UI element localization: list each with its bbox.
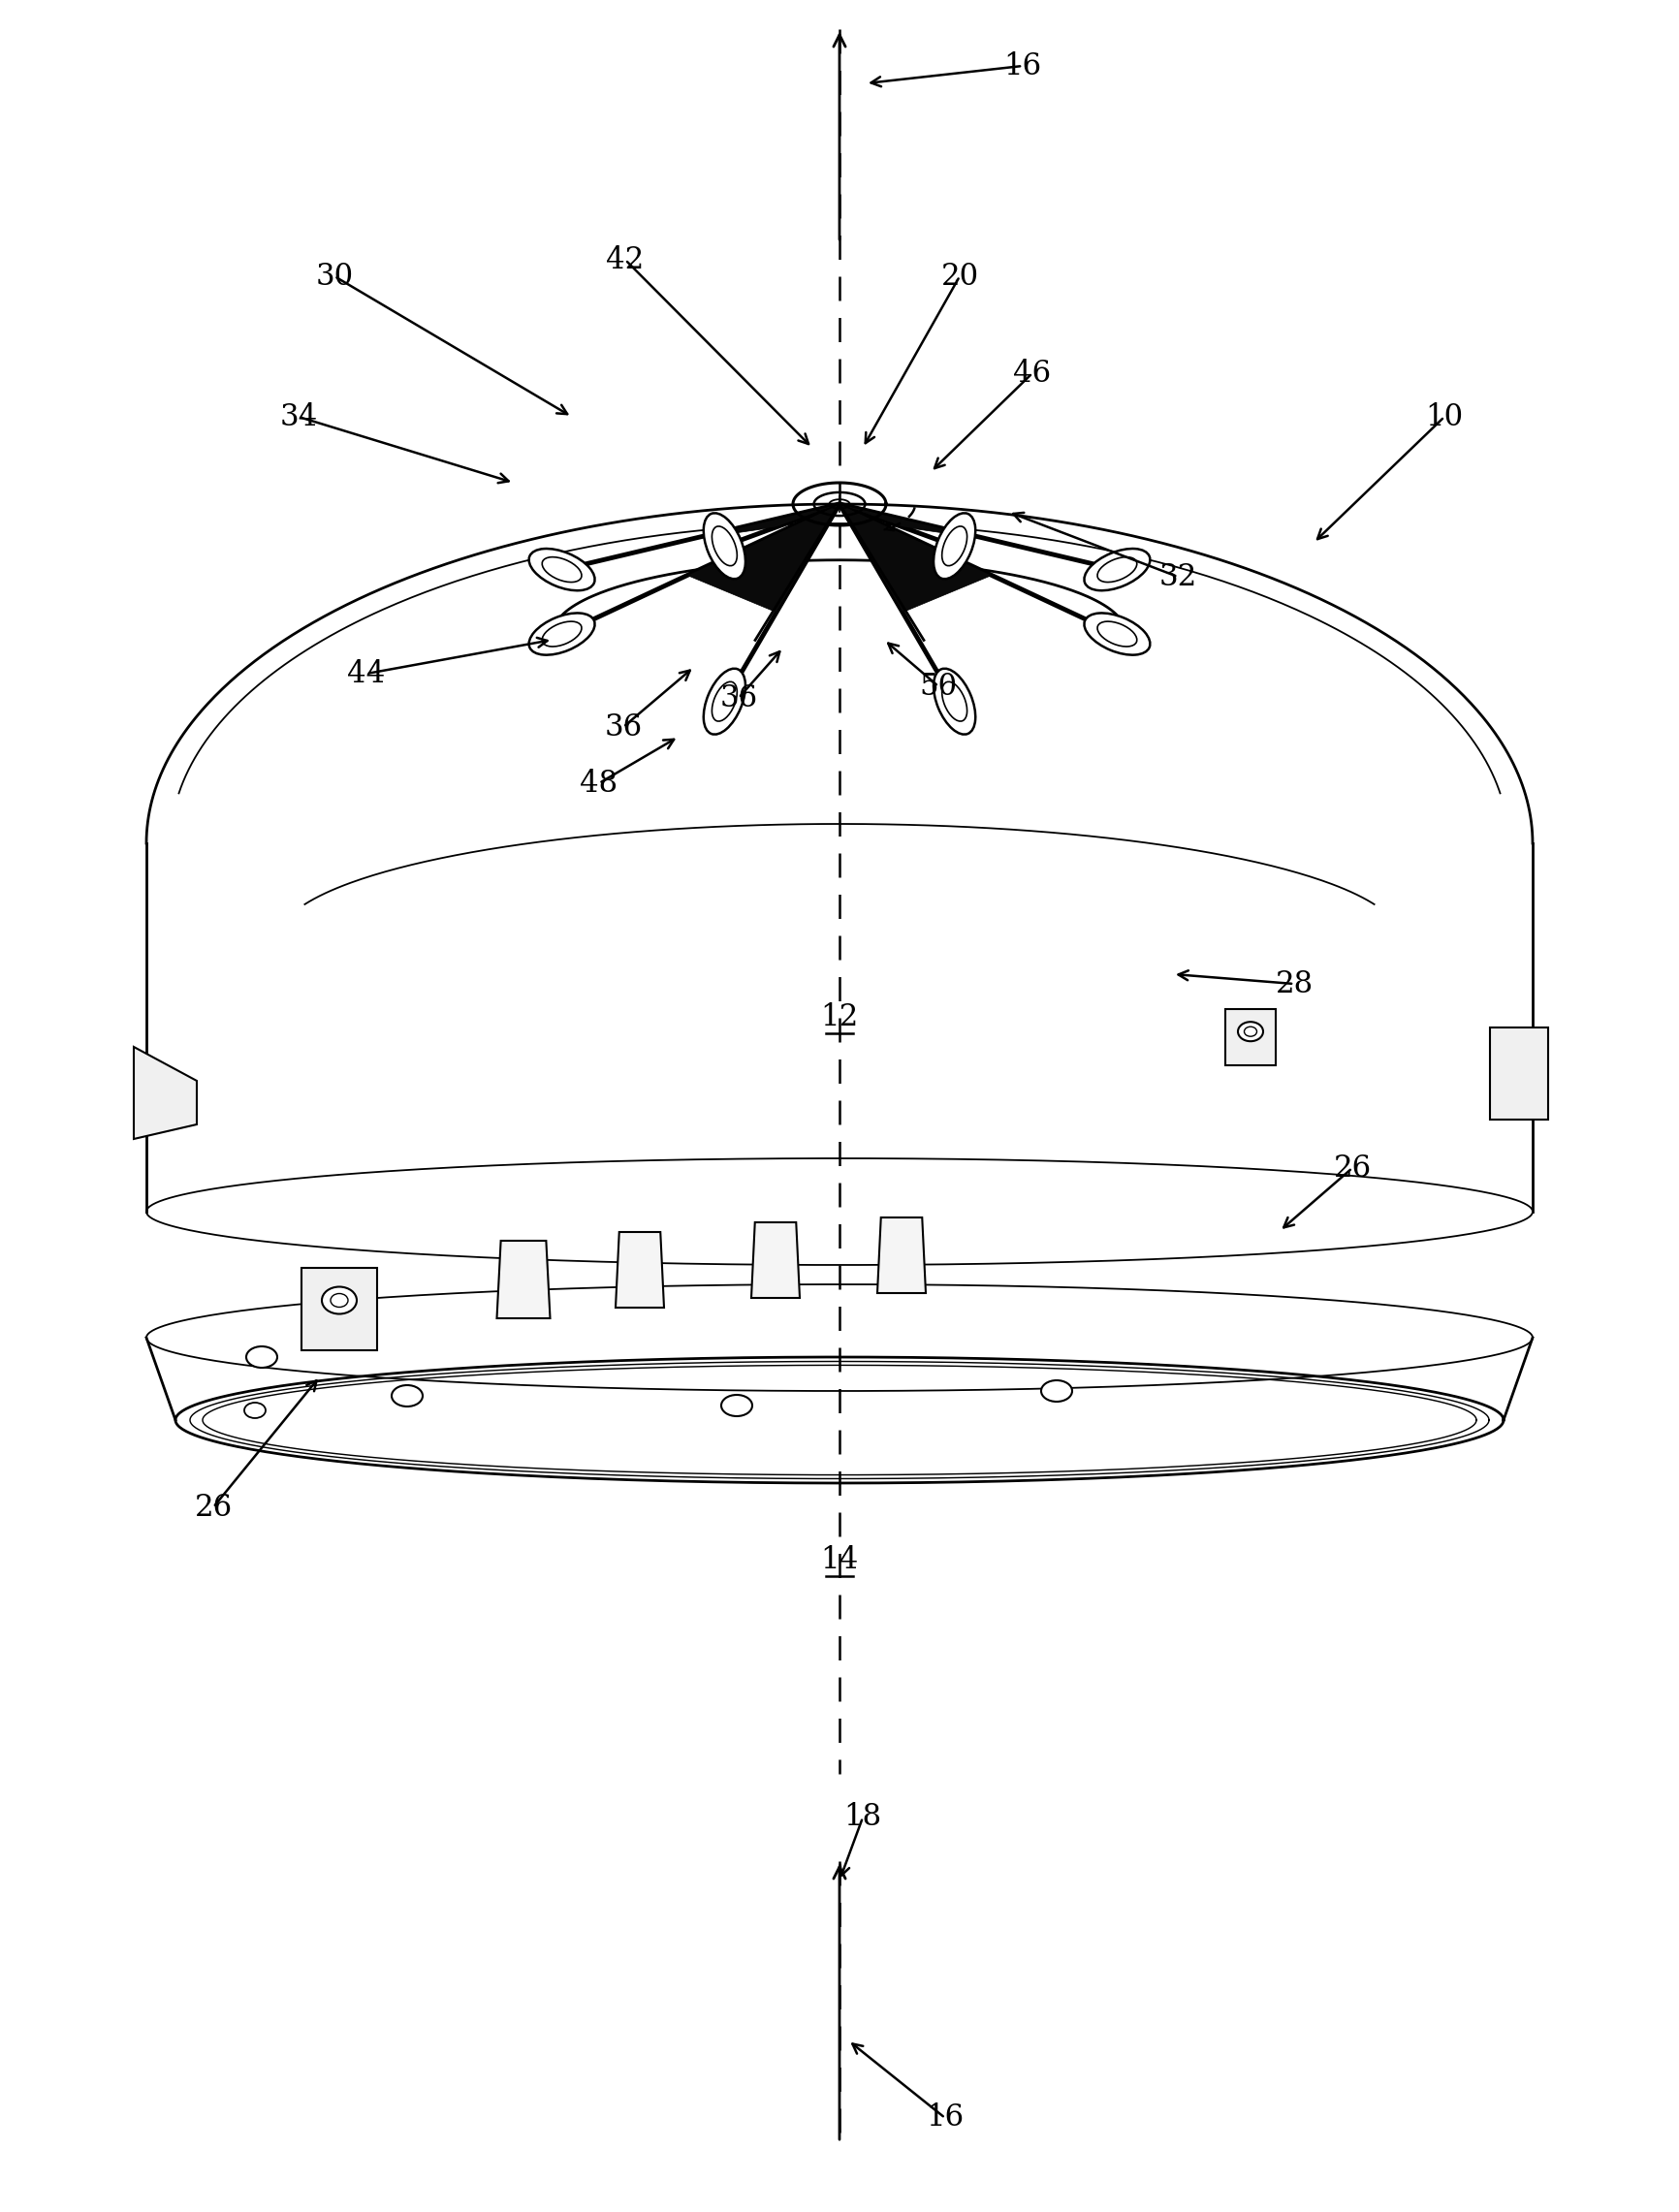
Polygon shape	[615, 1232, 663, 1307]
Text: 32: 32	[1159, 562, 1195, 593]
Text: 26: 26	[195, 1493, 232, 1522]
Ellipse shape	[247, 1347, 277, 1367]
Text: 28: 28	[1274, 969, 1313, 1000]
Ellipse shape	[529, 549, 594, 591]
Text: 46: 46	[1012, 358, 1051, 389]
Ellipse shape	[934, 668, 975, 734]
Polygon shape	[1489, 1029, 1548, 1119]
Ellipse shape	[1237, 1022, 1263, 1042]
Text: 26: 26	[1333, 1152, 1370, 1183]
Text: 48: 48	[579, 768, 618, 799]
Text: 36: 36	[604, 712, 641, 741]
Text: 34: 34	[279, 403, 317, 431]
Ellipse shape	[391, 1385, 423, 1407]
Polygon shape	[876, 1217, 925, 1294]
Text: 30: 30	[316, 261, 353, 292]
Text: 18: 18	[843, 1803, 881, 1832]
Polygon shape	[751, 1223, 799, 1298]
Text: 44: 44	[348, 659, 384, 688]
Ellipse shape	[322, 1287, 356, 1314]
Polygon shape	[134, 1046, 196, 1139]
Polygon shape	[687, 504, 840, 613]
Polygon shape	[497, 1241, 549, 1318]
Text: 14: 14	[819, 1546, 858, 1575]
Text: 50: 50	[918, 670, 957, 701]
Ellipse shape	[1083, 549, 1150, 591]
Polygon shape	[1224, 1009, 1274, 1066]
Text: 16: 16	[1002, 51, 1041, 82]
Ellipse shape	[243, 1402, 265, 1418]
Text: 12: 12	[819, 1002, 858, 1033]
Ellipse shape	[934, 513, 975, 580]
Ellipse shape	[704, 668, 745, 734]
Ellipse shape	[720, 1396, 752, 1416]
Ellipse shape	[704, 513, 745, 580]
Ellipse shape	[1041, 1380, 1071, 1402]
Polygon shape	[840, 504, 991, 540]
Ellipse shape	[1083, 613, 1150, 655]
Text: 42: 42	[606, 246, 645, 274]
Text: 10: 10	[1424, 403, 1462, 431]
Ellipse shape	[529, 613, 594, 655]
Text: 36: 36	[719, 684, 757, 712]
Text: 20: 20	[940, 261, 979, 292]
Polygon shape	[301, 1267, 376, 1349]
Text: 16: 16	[925, 2104, 964, 2132]
Polygon shape	[840, 504, 991, 613]
Polygon shape	[687, 504, 840, 540]
